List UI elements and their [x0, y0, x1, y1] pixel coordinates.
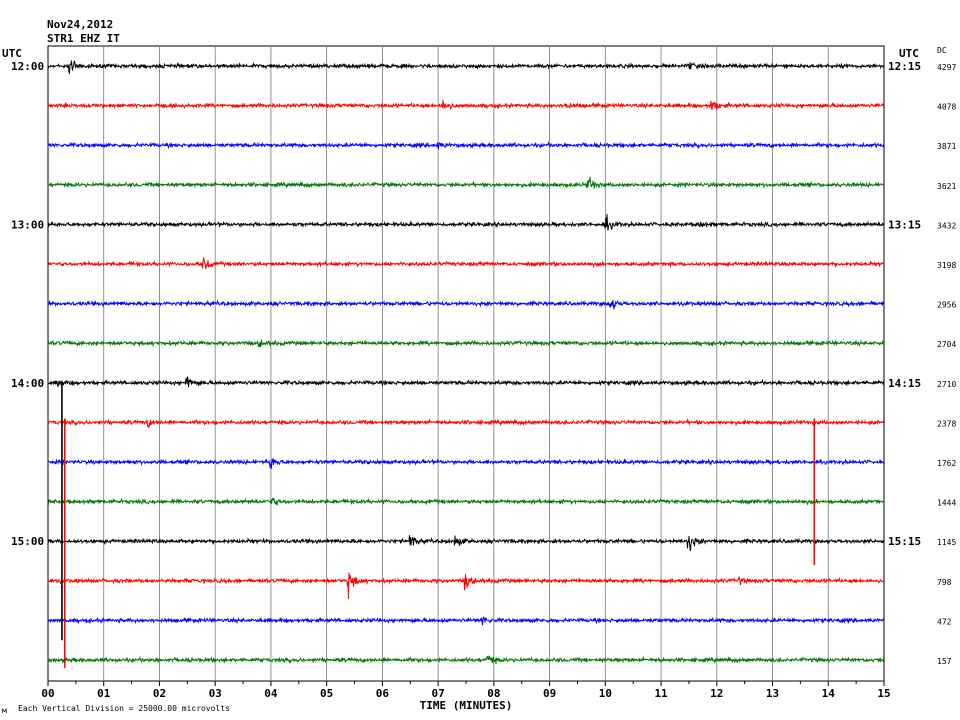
- x-tick-label: 02: [153, 687, 166, 700]
- utc-right-label: UTC: [899, 47, 919, 60]
- right-hour-label: 12:15: [888, 60, 921, 73]
- right-hour-label: 13:15: [888, 218, 921, 231]
- x-tick-label: 05: [320, 687, 333, 700]
- seismic-trace: [47, 100, 885, 111]
- x-tick-label: 04: [264, 687, 278, 700]
- left-hour-label: 14:00: [11, 377, 44, 390]
- dc-value-label: 4297: [937, 63, 956, 72]
- seismic-trace: [47, 458, 885, 469]
- seismic-trace: [47, 339, 885, 348]
- seismic-trace: [47, 616, 884, 626]
- dc-value-label: 4078: [937, 103, 956, 112]
- x-axis-label: TIME (MINUTES): [420, 699, 513, 712]
- dc-label: DC: [937, 46, 947, 55]
- left-hour-label: 15:00: [11, 535, 44, 548]
- seismic-trace: [47, 214, 885, 231]
- dc-value-label: 2710: [937, 380, 956, 389]
- seismic-trace: [47, 176, 884, 189]
- seismic-trace: [47, 140, 885, 151]
- dc-value-label: 3871: [937, 142, 956, 151]
- station-label: STR1 EHZ IT: [47, 32, 120, 45]
- x-tick-label: 07: [432, 687, 445, 700]
- x-tick-label: 03: [209, 687, 222, 700]
- dc-value-label: 2378: [937, 419, 956, 428]
- x-tick-label: 12: [710, 687, 723, 700]
- dc-value-label: 1145: [937, 538, 956, 547]
- corner-mark: м: [2, 706, 7, 715]
- x-tick-label: 11: [654, 687, 668, 700]
- x-tick-label: 10: [599, 687, 612, 700]
- dc-value-label: 1444: [937, 499, 956, 508]
- x-tick-label: 01: [97, 687, 111, 700]
- seismic-trace: [47, 60, 885, 75]
- seismic-trace: [47, 375, 885, 388]
- seismic-trace: [47, 418, 885, 429]
- dc-value-label: 1762: [937, 459, 956, 468]
- scale-note: Each Vertical Division = 25000.00 microv…: [18, 704, 230, 713]
- x-tick-label: 13: [766, 687, 779, 700]
- x-tick-label: 00: [41, 687, 54, 700]
- seismic-trace: [47, 655, 885, 665]
- seismic-trace: [47, 497, 885, 506]
- dc-value-label: 3198: [937, 261, 956, 270]
- x-tick-label: 15: [877, 687, 890, 700]
- plot-frame: [47, 45, 885, 682]
- left-hour-label: 13:00: [11, 218, 44, 231]
- dc-value-label: 3621: [937, 182, 956, 191]
- x-tick-label: 09: [543, 687, 556, 700]
- right-hour-label: 15:15: [888, 535, 921, 548]
- seismic-trace: [47, 572, 885, 600]
- x-tick-label: 14: [822, 687, 836, 700]
- right-hour-label: 14:15: [888, 377, 921, 390]
- x-tick-label: 08: [487, 687, 500, 700]
- dc-value-label: 472: [937, 617, 952, 626]
- dc-value-label: 2956: [937, 301, 956, 310]
- left-hour-label: 12:00: [11, 60, 44, 73]
- seismic-trace: [47, 535, 885, 552]
- dc-value-label: 798: [937, 578, 952, 587]
- date-label: Nov24,2012: [47, 18, 114, 31]
- dc-value-label: 3432: [937, 221, 956, 230]
- seismic-trace: [47, 256, 885, 270]
- x-tick-label: 06: [376, 687, 390, 700]
- seismic-trace: [47, 299, 885, 310]
- utc-left-label: UTC: [2, 47, 22, 60]
- dc-value-label: 157: [937, 657, 952, 666]
- dc-value-label: 2704: [937, 340, 956, 349]
